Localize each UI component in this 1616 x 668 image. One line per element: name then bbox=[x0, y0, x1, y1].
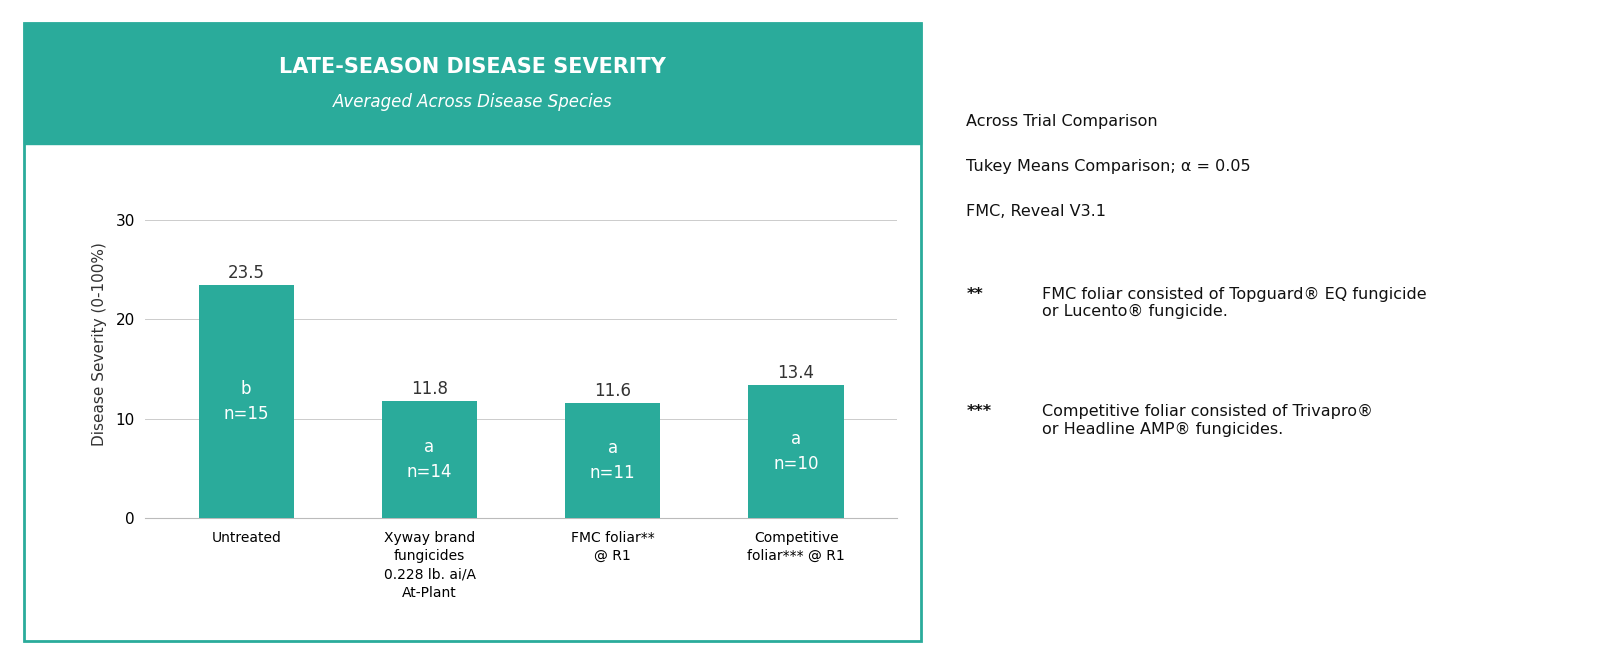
Text: 23.5: 23.5 bbox=[228, 264, 265, 282]
Text: b
n=15: b n=15 bbox=[223, 379, 268, 423]
Text: **: ** bbox=[966, 287, 983, 301]
Text: Tukey Means Comparison; α = 0.05: Tukey Means Comparison; α = 0.05 bbox=[966, 159, 1251, 174]
Text: a
n=10: a n=10 bbox=[774, 430, 819, 473]
Text: a
n=14: a n=14 bbox=[407, 438, 452, 481]
Text: a
n=11: a n=11 bbox=[590, 439, 635, 482]
Text: Averaged Across Disease Species: Averaged Across Disease Species bbox=[333, 94, 612, 112]
Text: FMC, Reveal V3.1: FMC, Reveal V3.1 bbox=[966, 204, 1107, 219]
Bar bbox=[381, 401, 477, 518]
Text: LATE-SEASON DISEASE SEVERITY: LATE-SEASON DISEASE SEVERITY bbox=[280, 57, 666, 77]
Text: 11.8: 11.8 bbox=[410, 380, 448, 398]
Text: FMC foliar consisted of Topguard® EQ fungicide
or Lucento® fungicide.: FMC foliar consisted of Topguard® EQ fun… bbox=[1042, 287, 1427, 319]
Text: Across Trial Comparison: Across Trial Comparison bbox=[966, 114, 1159, 128]
Text: 13.4: 13.4 bbox=[777, 364, 814, 382]
Bar bbox=[199, 285, 294, 518]
Text: Competitive foliar consisted of Trivapro®
or Headline AMP® fungicides.: Competitive foliar consisted of Trivapro… bbox=[1042, 404, 1374, 437]
Bar bbox=[748, 385, 844, 518]
Y-axis label: Disease Severity (0-100%): Disease Severity (0-100%) bbox=[92, 242, 107, 446]
Bar bbox=[566, 403, 661, 518]
Text: ***: *** bbox=[966, 404, 992, 419]
Text: 11.6: 11.6 bbox=[595, 382, 632, 400]
